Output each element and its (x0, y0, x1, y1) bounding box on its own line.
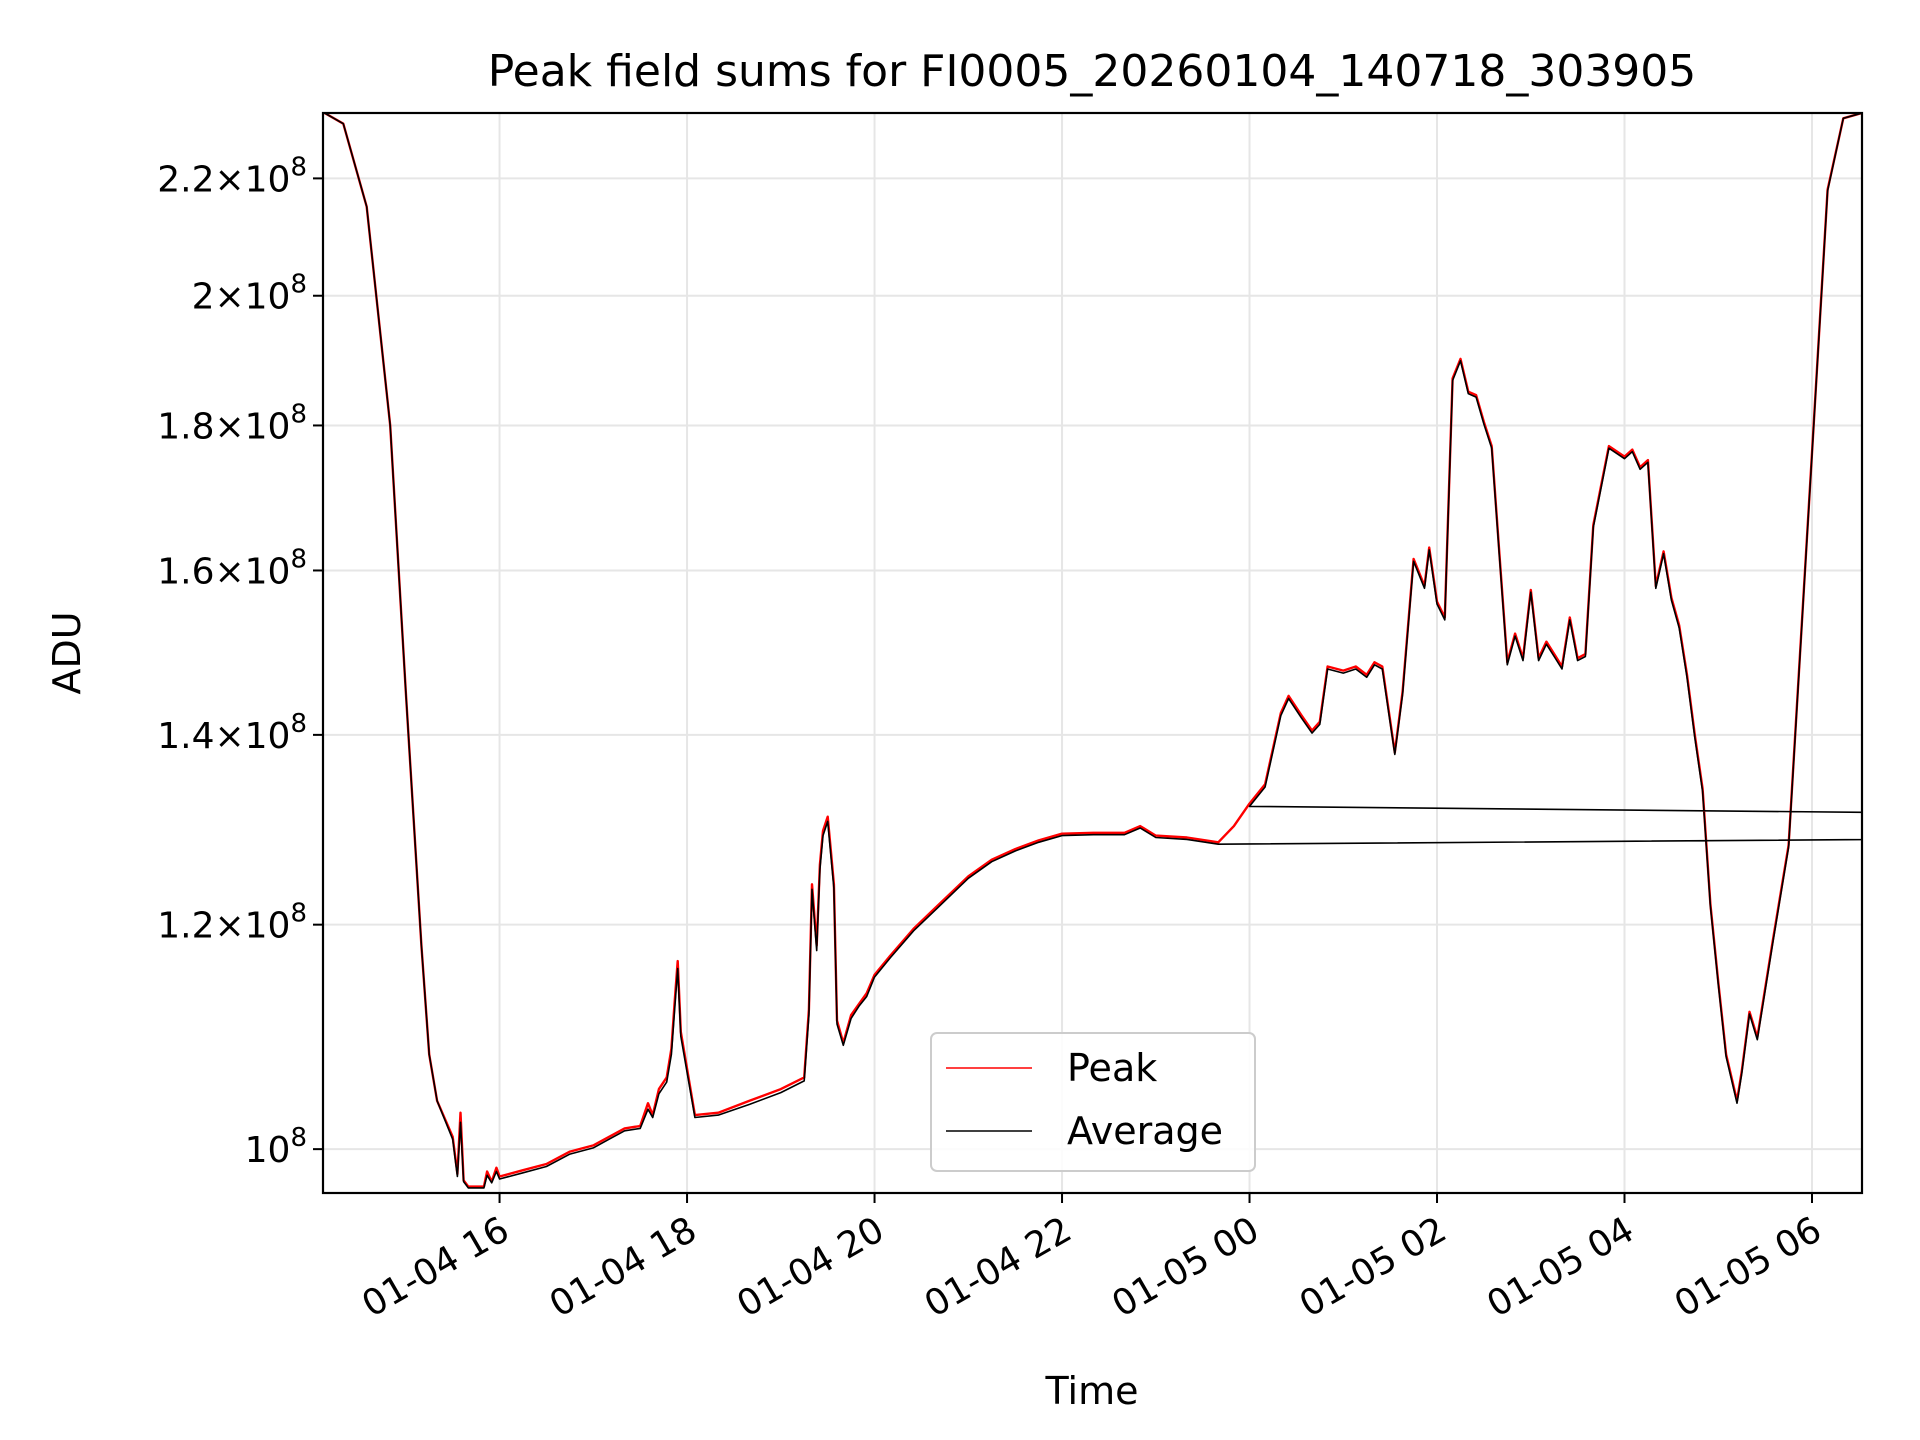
y-tick-label: 1.6×108 (157, 544, 307, 592)
y-tick-label: 2.2×108 (157, 152, 307, 200)
data-lines (324, 113, 1862, 1189)
chart-title: Peak field sums for FI0005_20260104_1407… (488, 46, 1697, 97)
y-axis-ticks: 108 1.2×108 1.4×108 1.6×108 1.8×108 2×108 2.2×… (157, 152, 323, 1171)
y-tick-label: 1.2×108 (157, 899, 307, 947)
y-tick-label: 1.8×108 (157, 399, 307, 447)
plot-area-frame (321, 111, 1864, 1195)
y-axis-label: ADU (45, 611, 89, 694)
y-tick-label: 1.4×108 (157, 709, 307, 757)
series-line-average (324, 113, 1862, 1189)
x-axis-label: Time (1045, 1369, 1139, 1413)
legend-average-label: Average (1067, 1109, 1223, 1153)
y-tick-label: 108 (245, 1123, 307, 1171)
series-line-peak (324, 113, 1862, 1188)
legend: Peak Average (930, 1032, 1256, 1172)
legend-peak-label: Peak (1067, 1046, 1157, 1090)
y-tick-label: 2×108 (192, 270, 307, 318)
